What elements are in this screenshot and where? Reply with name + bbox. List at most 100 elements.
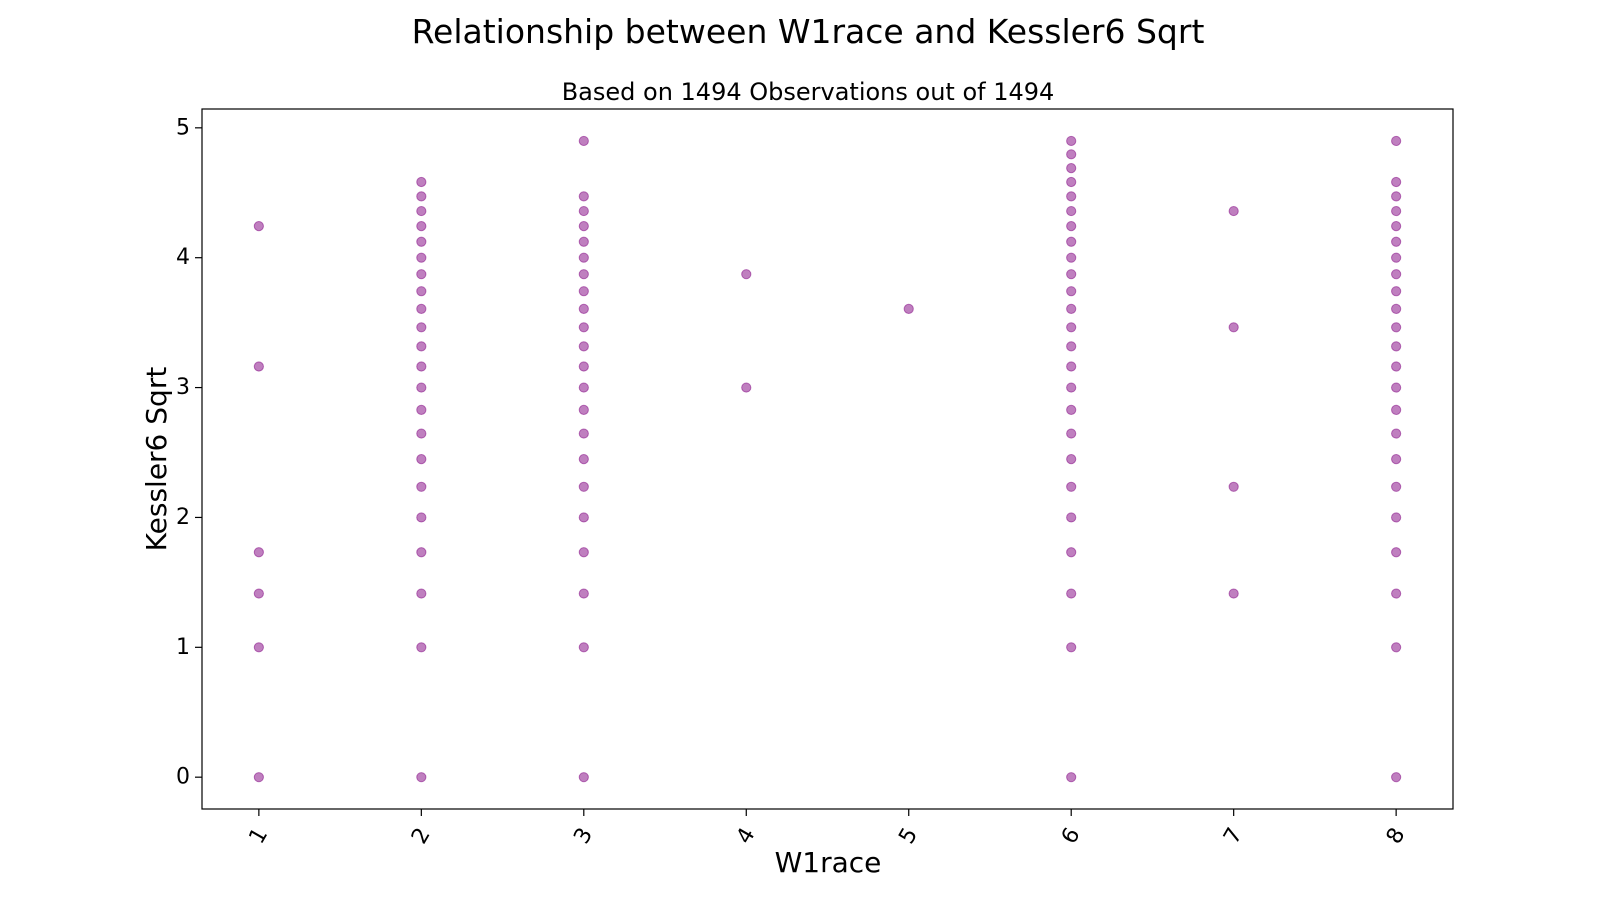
data-point bbox=[1066, 588, 1077, 599]
data-point bbox=[1066, 322, 1077, 333]
data-point bbox=[1066, 205, 1077, 217]
data-point bbox=[1066, 162, 1077, 174]
data-point bbox=[578, 341, 589, 352]
data-point bbox=[1391, 176, 1402, 188]
x-tick-label: 1 bbox=[245, 824, 274, 849]
data-point bbox=[416, 252, 427, 263]
data-point bbox=[1066, 361, 1077, 372]
x-tick-label: 6 bbox=[1057, 824, 1086, 849]
data-point bbox=[1391, 252, 1402, 263]
data-point bbox=[416, 236, 427, 247]
data-point bbox=[578, 286, 589, 297]
data-point bbox=[253, 772, 264, 783]
y-tick-label: 3 bbox=[176, 375, 190, 400]
data-point bbox=[416, 341, 427, 352]
data-point bbox=[1391, 135, 1402, 147]
data-point bbox=[416, 322, 427, 333]
y-tick-label: 2 bbox=[176, 505, 190, 530]
data-point bbox=[578, 135, 589, 147]
data-point bbox=[416, 404, 427, 416]
data-point bbox=[416, 481, 427, 492]
data-point bbox=[578, 236, 589, 247]
data-point bbox=[1391, 303, 1402, 314]
data-point bbox=[1391, 512, 1402, 523]
data-point bbox=[1391, 221, 1402, 232]
data-point bbox=[1391, 481, 1402, 492]
data-point bbox=[1066, 221, 1077, 232]
data-point bbox=[1391, 341, 1402, 352]
data-point bbox=[1066, 772, 1077, 783]
data-point bbox=[416, 642, 427, 653]
data-point bbox=[416, 286, 427, 297]
data-point bbox=[1066, 269, 1077, 280]
data-point bbox=[416, 303, 427, 314]
x-tick-label: 7 bbox=[1219, 824, 1248, 849]
data-point bbox=[578, 772, 589, 783]
data-point bbox=[253, 361, 264, 372]
data-point bbox=[1391, 588, 1402, 599]
data-point bbox=[1391, 322, 1402, 333]
data-point bbox=[416, 205, 427, 217]
data-point bbox=[1391, 547, 1402, 558]
data-point bbox=[253, 547, 264, 558]
data-point bbox=[1391, 428, 1402, 439]
data-point bbox=[1391, 454, 1402, 465]
data-point bbox=[578, 428, 589, 439]
data-point bbox=[416, 361, 427, 372]
data-point bbox=[1391, 772, 1402, 783]
data-point bbox=[578, 205, 589, 217]
data-point bbox=[578, 642, 589, 653]
data-point bbox=[1066, 454, 1077, 465]
data-point bbox=[253, 221, 264, 232]
x-axis-label: W1race bbox=[775, 846, 882, 879]
y-tick-label: 5 bbox=[176, 115, 190, 140]
data-point bbox=[1391, 236, 1402, 247]
data-point bbox=[578, 547, 589, 558]
data-point bbox=[1066, 547, 1077, 558]
x-tick-label: 5 bbox=[894, 824, 923, 849]
data-point bbox=[1066, 286, 1077, 297]
data-point bbox=[1391, 205, 1402, 217]
data-point bbox=[1066, 252, 1077, 263]
x-tick-label: 4 bbox=[732, 824, 761, 849]
data-point bbox=[578, 382, 589, 393]
data-point bbox=[1228, 205, 1239, 217]
y-tick-label: 0 bbox=[176, 765, 190, 790]
data-point bbox=[416, 221, 427, 232]
data-point bbox=[578, 303, 589, 314]
x-tick-label: 2 bbox=[407, 824, 436, 849]
data-point bbox=[1066, 481, 1077, 492]
data-point bbox=[416, 176, 427, 188]
data-point bbox=[578, 404, 589, 416]
data-point bbox=[416, 191, 427, 202]
y-axis-label: Kessler6 Sqrt bbox=[140, 367, 173, 552]
data-point bbox=[578, 512, 589, 523]
data-point bbox=[1066, 149, 1077, 160]
data-point bbox=[416, 772, 427, 783]
data-point bbox=[416, 547, 427, 558]
data-point bbox=[1391, 382, 1402, 393]
data-point bbox=[1066, 642, 1077, 653]
data-point bbox=[1391, 286, 1402, 297]
data-point bbox=[1066, 428, 1077, 439]
y-tick-label: 4 bbox=[176, 245, 190, 270]
data-point bbox=[253, 588, 264, 599]
data-points bbox=[253, 135, 1402, 783]
y-tick-label: 1 bbox=[176, 635, 190, 660]
data-point bbox=[416, 454, 427, 465]
data-point bbox=[416, 428, 427, 439]
data-point bbox=[1391, 361, 1402, 372]
data-point bbox=[416, 382, 427, 393]
data-point bbox=[578, 454, 589, 465]
data-point bbox=[1391, 191, 1402, 202]
chart-title: Relationship between W1race and Kessler6… bbox=[412, 12, 1205, 51]
data-point bbox=[1066, 382, 1077, 393]
x-axis-ticks: 1 2 3 4 5 6 7 8 bbox=[245, 809, 1410, 849]
data-point bbox=[1228, 588, 1239, 599]
data-point bbox=[1066, 236, 1077, 247]
data-point bbox=[578, 361, 589, 372]
data-point bbox=[1066, 512, 1077, 523]
data-point bbox=[578, 481, 589, 492]
